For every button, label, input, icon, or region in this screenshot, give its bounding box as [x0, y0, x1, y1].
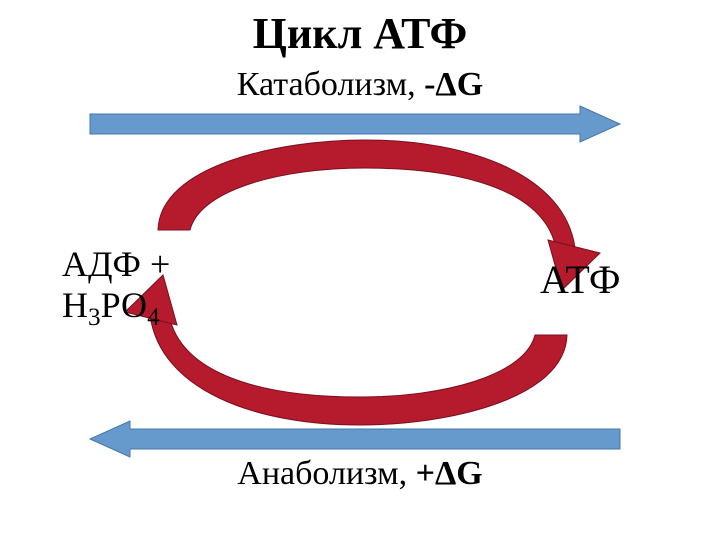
adp-label: АДФ + Н3РО4 [62, 244, 170, 334]
anabolism-delta: +ΔG [416, 455, 483, 492]
catabolism-delta: -ΔG [424, 66, 483, 103]
red-arrow-top [158, 140, 600, 290]
atp-label: АТФ [540, 256, 621, 303]
blue-arrow-top [90, 106, 620, 142]
catabolism-prefix: Катаболизм, [237, 66, 424, 103]
adp-line1: АДФ + [62, 244, 170, 285]
diagram-title: Цикл АТФ [0, 8, 720, 59]
adp-formula: Н3РО4 [62, 285, 170, 333]
anabolism-prefix: Анаболизм, [237, 455, 415, 492]
red-arrow-bottom [125, 275, 567, 425]
anabolism-label: Анаболизм, +ΔG [0, 455, 720, 493]
blue-arrow-bottom [90, 421, 620, 457]
catabolism-label: Катаболизм, -ΔG [0, 66, 720, 104]
